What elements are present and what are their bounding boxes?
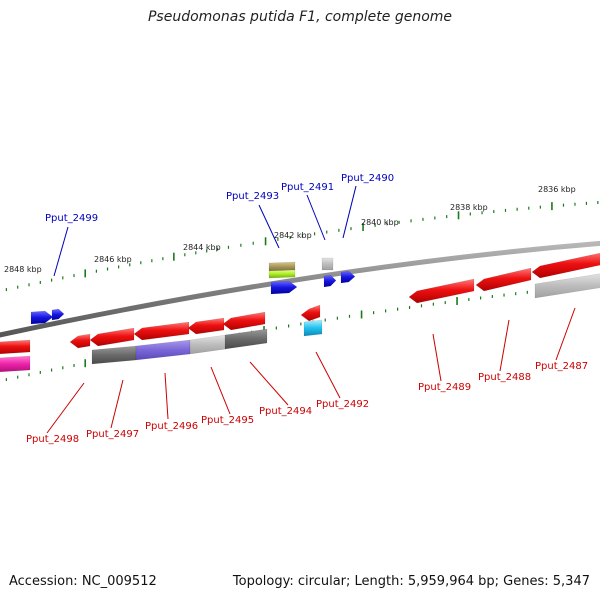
gene-block[interactable]: [135, 339, 191, 361]
gene-arrow-reverse[interactable]: [531, 252, 600, 279]
gene-label-bottom[interactable]: Pput_2489: [418, 382, 471, 393]
top-gene-labels: Pput_2499 Pput_2493 Pput_2491 Pput_2490: [45, 173, 394, 224]
gene-block[interactable]: [303, 319, 323, 337]
gene-arrow-forward[interactable]: [30, 310, 54, 325]
gene-label-bottom[interactable]: Pput_2487: [535, 361, 588, 372]
gene-arrow-reverse[interactable]: [475, 267, 532, 292]
gene-label-top[interactable]: Pput_2490: [341, 173, 394, 184]
leader-line: [46, 382, 85, 434]
leader-line: [110, 379, 124, 429]
gene-block[interactable]: [534, 273, 600, 299]
scale-label: 2848 kbp: [4, 265, 42, 274]
scale-labels: 2848 kbp 2846 kbp 2844 kbp 2842 kbp 2840…: [4, 185, 576, 274]
gene-block[interactable]: [0, 355, 31, 373]
leader-line: [499, 319, 510, 372]
gene-arrow-reverse[interactable]: [300, 304, 321, 322]
gene-arrow-reverse[interactable]: [89, 327, 135, 347]
leader-line: [555, 307, 576, 361]
label-leader-lines: [46, 185, 576, 434]
gene-label-bottom[interactable]: Pput_2498: [26, 434, 79, 445]
gene-label-top[interactable]: Pput_2493: [226, 191, 279, 202]
genome-backbone: [0, 240, 600, 338]
gene-label-bottom[interactable]: Pput_2496: [145, 421, 198, 432]
gene-arrow-reverse[interactable]: [69, 333, 91, 349]
gene-block[interactable]: [268, 261, 296, 272]
gene-arrow-reverse[interactable]: [408, 278, 475, 304]
leader-line: [432, 333, 442, 382]
gene-block[interactable]: [268, 269, 296, 279]
leader-line: [315, 351, 341, 399]
map-title: Pseudomonas putida F1, complete genome: [147, 9, 453, 25]
gene-arrow-reverse[interactable]: [222, 311, 266, 331]
genome-summary-text: Topology: circular; Length: 5,959,964 bp…: [232, 574, 590, 589]
scale-label: 2842 kbp: [274, 231, 312, 240]
leader-line: [342, 185, 357, 239]
gene-arrow-reverse[interactable]: [187, 317, 225, 335]
leader-line: [53, 226, 69, 277]
scale-label: 2844 kbp: [183, 243, 221, 252]
gene-features: [0, 252, 600, 373]
gene-arrow-forward[interactable]: [340, 270, 356, 284]
gene-label-top[interactable]: Pput_2491: [281, 182, 334, 193]
leader-line: [210, 366, 231, 415]
accession-text: Accession: NC_009512: [9, 574, 157, 589]
bottom-gene-labels: Pput_2498 Pput_2497 Pput_2496 Pput_2495 …: [26, 361, 588, 445]
gene-arrow-reverse[interactable]: [133, 321, 190, 341]
leader-line: [164, 372, 169, 420]
gene-block[interactable]: [321, 257, 334, 271]
gene-label-top[interactable]: Pput_2499: [45, 213, 98, 224]
gene-arrow-reverse[interactable]: [0, 339, 31, 355]
gene-arrow-forward[interactable]: [323, 274, 337, 288]
leader-line: [306, 194, 326, 241]
scale-label: 2838 kbp: [450, 203, 488, 212]
gene-label-bottom[interactable]: Pput_2497: [86, 429, 139, 440]
gene-label-bottom[interactable]: Pput_2492: [316, 399, 369, 410]
gene-block[interactable]: [224, 328, 268, 350]
gene-label-bottom[interactable]: Pput_2495: [201, 415, 254, 426]
leader-line: [258, 204, 280, 249]
scale-label: 2846 kbp: [94, 255, 132, 264]
scale-label: 2840 kbp: [361, 218, 399, 227]
gene-arrow-forward[interactable]: [270, 280, 298, 295]
gene-block[interactable]: [189, 334, 227, 355]
leader-line: [249, 361, 289, 406]
gene-label-bottom[interactable]: Pput_2488: [478, 372, 531, 383]
scale-label: 2836 kbp: [538, 185, 576, 194]
gene-label-bottom[interactable]: Pput_2494: [259, 406, 312, 417]
gene-block[interactable]: [91, 345, 137, 365]
gene-arrow-forward[interactable]: [51, 308, 65, 321]
